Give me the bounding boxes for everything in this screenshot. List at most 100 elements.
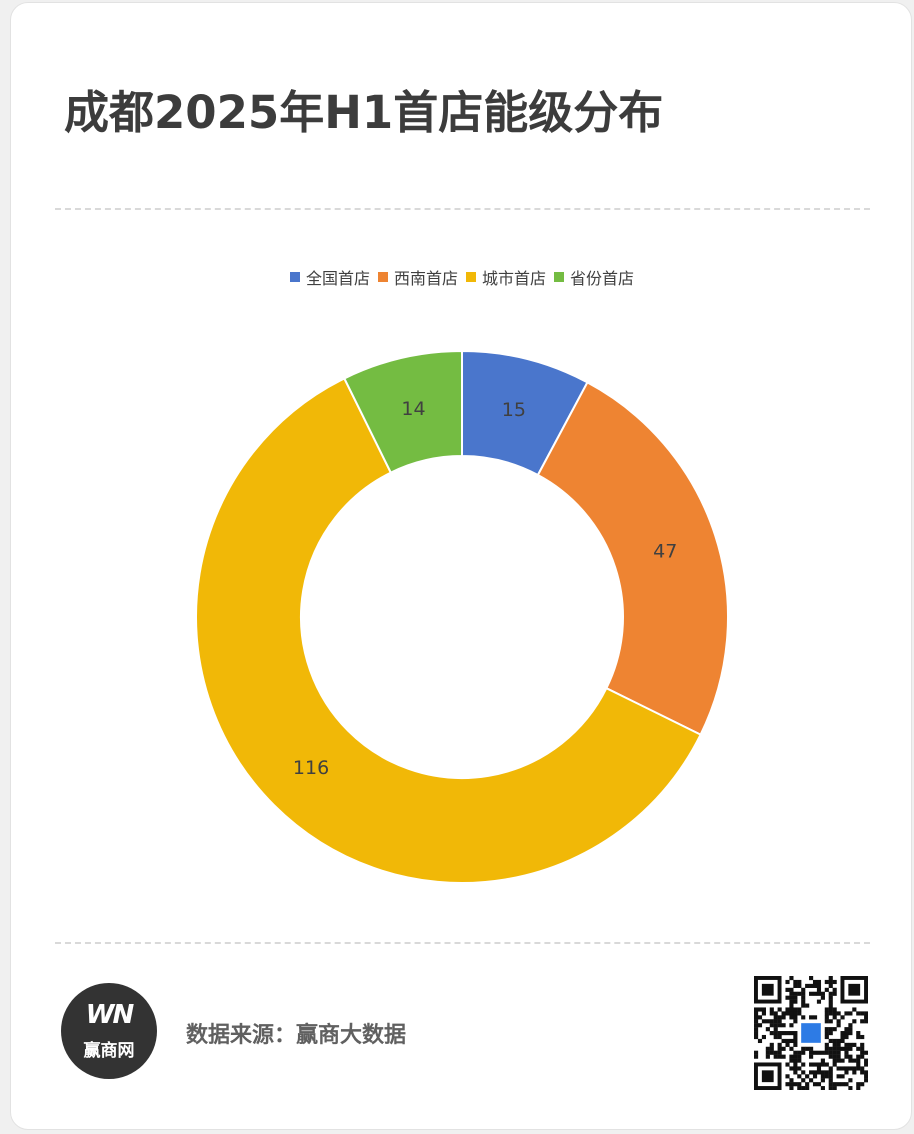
qr-module: [828, 1007, 833, 1012]
qr-module: [809, 983, 814, 988]
qr-module: [801, 1078, 806, 1083]
qr-module: [769, 1023, 774, 1028]
qr-module: [757, 1023, 763, 1028]
qr-module: [809, 1062, 814, 1067]
qr-module: [836, 1074, 841, 1079]
qr-module: [789, 1038, 794, 1044]
qr-module: [801, 999, 806, 1004]
qr-module: [793, 1066, 798, 1071]
qr-module: [856, 1082, 861, 1087]
qr-finder: [761, 1070, 774, 1083]
qr-module: [789, 1046, 794, 1051]
qr-module: [781, 1046, 786, 1051]
qr-module: [777, 1015, 782, 1020]
qr-module: [816, 991, 822, 996]
qr-module: [824, 1074, 829, 1079]
qr-module: [828, 1031, 833, 1036]
qr-module: [860, 1011, 865, 1016]
qr-module: [785, 1042, 790, 1047]
qr-module: [809, 991, 814, 996]
qr-module: [824, 1046, 829, 1051]
qr-module: [789, 991, 794, 996]
qr-module: [832, 1007, 837, 1012]
qr-module: [824, 1019, 829, 1024]
qr-module: [848, 1086, 853, 1090]
qr-module: [785, 995, 790, 1000]
qr-module: [836, 1066, 841, 1071]
qr-module: [832, 1054, 837, 1059]
qr-module: [848, 1078, 853, 1083]
qr-module: [852, 1066, 857, 1071]
qr-module: [801, 1046, 806, 1051]
qr-module: [797, 1050, 802, 1055]
qr-module: [816, 1070, 822, 1075]
qr-module: [773, 1011, 778, 1016]
qr-module: [773, 1034, 778, 1040]
qr-module: [765, 1054, 770, 1059]
qr-module: [828, 1050, 833, 1055]
qr-module: [832, 1038, 837, 1044]
qr-module: [848, 1058, 853, 1063]
legend-label: 全国首店: [305, 269, 370, 288]
qr-module: [856, 1034, 861, 1040]
qr-module: [852, 1019, 857, 1024]
qr-module: [789, 1003, 794, 1008]
qr-module: [793, 1019, 798, 1024]
qr-module: [864, 1011, 868, 1016]
qr-module: [848, 1066, 853, 1071]
qr-module: [840, 1082, 845, 1087]
qr-module: [785, 1011, 790, 1016]
qr-module: [824, 1007, 829, 1012]
legend-item: 西南首店: [377, 265, 458, 289]
data-label: 47: [653, 541, 677, 563]
qr-module: [860, 1070, 865, 1075]
qr-module: [785, 1082, 790, 1087]
qr-module: [773, 1019, 778, 1024]
data-label: 15: [502, 399, 526, 421]
qr-module: [828, 1011, 833, 1016]
qr-module: [777, 1031, 782, 1036]
qr-module: [812, 1074, 818, 1079]
qr-module: [844, 1046, 849, 1051]
qr-module: [754, 1011, 759, 1016]
qr-module: [801, 1003, 806, 1008]
page-title: 成都2025年H1首店能级分布: [64, 86, 664, 139]
donut-slice: [536, 381, 729, 736]
qr-module: [797, 1074, 802, 1079]
qr-module: [769, 1042, 774, 1047]
qr-module: [864, 1050, 868, 1055]
legend-label: 省份首店: [570, 269, 635, 288]
qr-module: [856, 1031, 861, 1036]
qr-module: [789, 976, 794, 981]
qr-module: [809, 1054, 814, 1059]
qr-module: [824, 1011, 829, 1016]
qr-module: [848, 1023, 853, 1028]
qr-module: [832, 1027, 837, 1032]
qr-module: [816, 1062, 822, 1067]
donut-slice: [195, 377, 702, 884]
qr-module: [856, 1086, 861, 1090]
qr-module: [777, 1042, 782, 1047]
qr-module: [754, 1054, 759, 1059]
qr-module: [832, 1058, 837, 1063]
qr-module: [840, 1038, 845, 1044]
qr-module: [757, 1038, 763, 1044]
qr-module: [856, 1062, 861, 1067]
qr-module: [828, 991, 833, 996]
qr-module: [765, 1027, 770, 1032]
qr-module: [793, 1070, 798, 1075]
legend-item: 城市首店: [466, 265, 546, 289]
qr-module: [844, 1042, 849, 1047]
qr-module: [848, 1031, 853, 1036]
qr-module: [840, 1046, 845, 1051]
brand-logo-mark: WN: [85, 1000, 134, 1030]
qr-module: [860, 1019, 865, 1024]
qr-module: [828, 1003, 833, 1008]
brand-logo-name: 赢商网: [83, 1041, 135, 1061]
qr-module: [785, 1007, 790, 1012]
qr-module: [836, 1050, 841, 1055]
qr-module: [793, 1011, 798, 1016]
qr-module: [844, 1034, 849, 1040]
qr-module: [765, 1046, 770, 1051]
qr-module: [820, 1062, 825, 1067]
